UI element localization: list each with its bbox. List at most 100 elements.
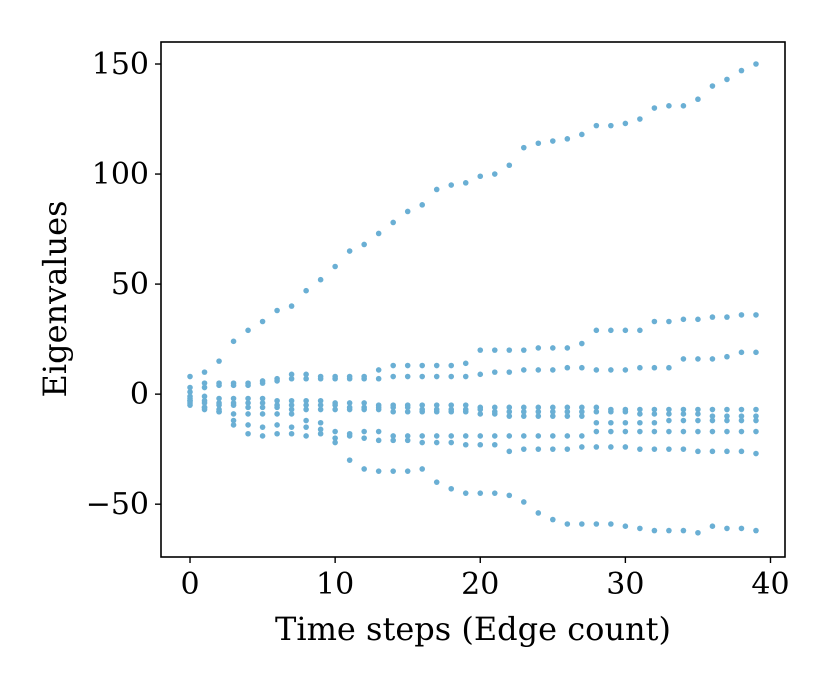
data-point [535, 140, 542, 147]
data-point [695, 406, 701, 413]
data-point [317, 406, 324, 413]
data-point [404, 404, 411, 411]
data-point [550, 408, 556, 415]
data-point [245, 395, 251, 402]
data-point [274, 422, 280, 428]
data-point [187, 373, 193, 380]
data-point [550, 138, 556, 144]
data-point [695, 529, 701, 536]
data-point [477, 433, 484, 439]
data-point [303, 397, 309, 404]
data-point [550, 516, 556, 523]
data-point [375, 367, 382, 373]
data-point [724, 448, 730, 455]
data-point [303, 406, 309, 413]
x-axis-label: Time steps (Edge count) [275, 610, 671, 648]
data-point [477, 371, 484, 378]
data-point [259, 411, 266, 417]
x-axis-ticks: 0 10 20 30 40 [180, 557, 790, 602]
data-point [303, 371, 309, 378]
data-point [259, 404, 266, 411]
data-point [187, 384, 193, 391]
data-point [230, 422, 237, 428]
data-point [651, 406, 658, 413]
data-point [216, 358, 222, 364]
data-point [622, 444, 629, 450]
data-point [390, 468, 396, 474]
data-point [274, 397, 280, 404]
data-point [506, 369, 513, 375]
data-point [593, 521, 600, 527]
data-point [201, 406, 208, 413]
data-point [753, 312, 759, 318]
data-point [404, 433, 411, 439]
data-point [564, 446, 571, 452]
data-point [462, 360, 469, 367]
data-point [637, 411, 643, 417]
data-point [390, 404, 396, 411]
data-point [361, 406, 367, 413]
data-point [637, 364, 643, 371]
data-point [593, 419, 600, 426]
data-point [608, 521, 614, 527]
data-point [651, 105, 658, 111]
data-point [637, 406, 643, 413]
data-point [375, 375, 382, 382]
data-point [651, 428, 658, 435]
data-point [303, 424, 309, 430]
data-point [433, 479, 440, 485]
data-point [651, 318, 658, 325]
data-point [651, 364, 658, 371]
data-point [709, 523, 716, 529]
data-point [520, 144, 527, 151]
data-point [274, 378, 280, 384]
data-point [303, 417, 309, 424]
data-point [680, 428, 687, 435]
data-point [738, 417, 745, 424]
data-point [491, 433, 498, 439]
data-point [433, 373, 440, 380]
data-point [201, 400, 208, 406]
data-point [709, 356, 716, 362]
data-point [448, 182, 455, 188]
data-point [564, 408, 571, 415]
data-point [550, 367, 556, 373]
data-point [390, 433, 396, 439]
data-point [274, 430, 280, 437]
data-point [462, 408, 469, 415]
data-point [579, 131, 585, 138]
x-tick-label: 10 [316, 567, 354, 602]
data-point [187, 389, 193, 395]
data-point [433, 186, 440, 193]
data-point [448, 408, 455, 415]
data-point [593, 122, 600, 129]
data-point [651, 527, 658, 534]
data-point [477, 406, 484, 413]
data-point [346, 433, 353, 439]
data-point [491, 490, 498, 496]
data-point [288, 303, 295, 309]
data-point [477, 490, 484, 496]
data-point [738, 525, 745, 532]
data-point [564, 433, 571, 439]
data-point [433, 439, 440, 446]
data-point [361, 241, 367, 248]
data-point [404, 468, 411, 474]
data-point [506, 162, 513, 169]
data-point [550, 404, 556, 411]
data-point [724, 413, 730, 419]
data-point [651, 411, 658, 417]
data-point [332, 435, 338, 441]
data-point [695, 428, 701, 435]
data-point [245, 411, 251, 417]
data-point [245, 400, 251, 406]
data-point [680, 406, 687, 413]
data-point [346, 248, 353, 254]
data-point [419, 408, 426, 415]
data-point [332, 439, 338, 446]
data-point [419, 202, 426, 208]
data-point [448, 362, 455, 369]
data-point [724, 428, 730, 435]
data-point [390, 437, 396, 444]
